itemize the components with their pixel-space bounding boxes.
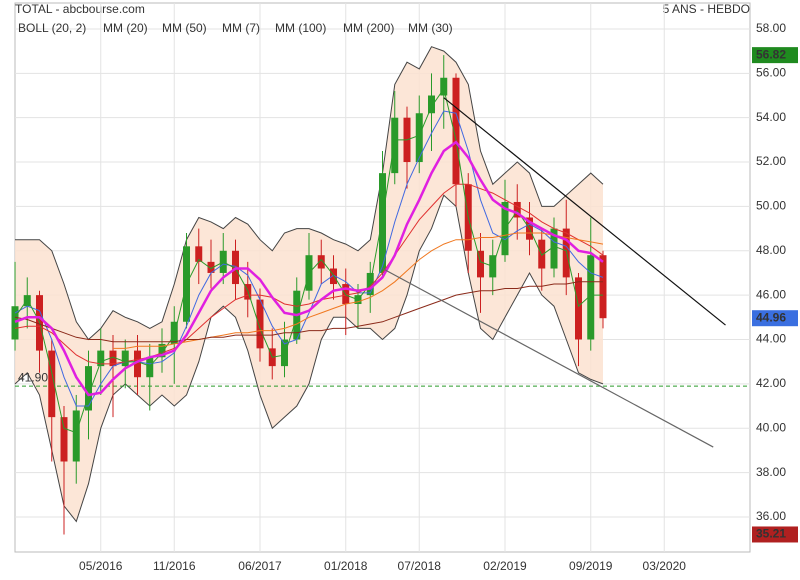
candle-body (477, 250, 484, 278)
legend-entry: MM (20) (103, 21, 148, 35)
moving-average (14, 110, 604, 407)
y-tick-label: 38.00 (756, 465, 786, 479)
y-tick-label: 58.00 (756, 21, 786, 35)
y-tick-label: 48.00 (756, 243, 786, 257)
legend-entry: MM (30) (408, 21, 453, 35)
price-badge (752, 310, 798, 327)
legend-entry: MM (200) (343, 21, 394, 35)
reference-label: 41.90 (18, 370, 48, 384)
y-tick-label: 44.00 (756, 332, 786, 346)
candle-body (23, 295, 31, 307)
x-tick-label: 02/2019 (483, 559, 527, 573)
candle-body (109, 350, 117, 367)
candle-body (317, 255, 325, 269)
candle-body (85, 366, 92, 411)
candle-body (330, 268, 337, 285)
candle-body (134, 350, 141, 378)
candle-body (60, 417, 68, 462)
legend-entry: BOLL (20, 2) (18, 21, 86, 35)
x-tick-label: 05/2016 (79, 559, 123, 573)
moving-average (14, 87, 603, 434)
x-tick-label: 11/2016 (153, 559, 196, 573)
candle-body (170, 321, 178, 344)
candle-body (379, 173, 386, 273)
candle-body (158, 343, 166, 358)
price-badge (752, 47, 798, 64)
legend-entry: MM (7) (222, 21, 260, 35)
candle-body (562, 228, 570, 278)
price-badge-label: 44.96 (756, 310, 786, 324)
y-tick-label: 50.00 (756, 199, 786, 213)
y-tick-label: 54.00 (756, 110, 786, 124)
candle-body (146, 357, 154, 378)
price-badge (752, 526, 798, 543)
legend-entry: MM (100) (275, 21, 326, 35)
moving-average (113, 232, 604, 349)
candle-body (121, 350, 129, 367)
candle-body (11, 306, 19, 340)
candle-body (599, 255, 607, 319)
candle-body (281, 339, 288, 367)
y-tick-label: 40.00 (756, 420, 786, 434)
trendline (382, 267, 714, 448)
candle-body (428, 95, 435, 114)
x-tick-label: 01/2018 (324, 559, 368, 573)
candle-body (575, 277, 582, 340)
x-tick-label: 06/2017 (238, 559, 282, 573)
moving-average (14, 281, 603, 343)
chart-subtitle: 5 ANS - HEBDO (663, 2, 750, 16)
y-tick-label: 52.00 (756, 154, 786, 168)
candle-body (391, 117, 399, 174)
y-tick-label: 36.00 (756, 509, 786, 523)
y-tick-label: 46.00 (756, 287, 786, 301)
y-tick-label: 42.00 (756, 376, 786, 390)
candle-body (195, 246, 203, 262)
price-badge-label: 56.82 (756, 47, 786, 61)
x-tick-label: 07/2018 (398, 559, 442, 573)
legend-entry: MM (50) (162, 21, 207, 35)
candle-body (256, 299, 264, 349)
candle-body (452, 77, 460, 185)
candle-body (207, 261, 215, 273)
candle-body (342, 284, 350, 305)
candle-body (97, 350, 105, 367)
price-badge-label: 35.21 (756, 527, 786, 541)
y-tick-label: 56.00 (756, 65, 786, 79)
x-tick-label: 09/2019 (569, 559, 613, 573)
candle-body (48, 350, 56, 418)
x-tick-label: 03/2020 (643, 559, 687, 573)
bollinger-upper (15, 46, 604, 341)
candle-body (587, 255, 595, 340)
candle-body (513, 201, 521, 218)
chart-title: TOTAL - abcbourse.com (15, 2, 145, 16)
candle-body (72, 410, 80, 462)
moving-average (14, 140, 604, 397)
candle-body (550, 228, 558, 269)
moving-average (14, 183, 604, 365)
candle-body (415, 113, 423, 163)
candle-body (440, 77, 448, 96)
trendline (443, 97, 726, 326)
